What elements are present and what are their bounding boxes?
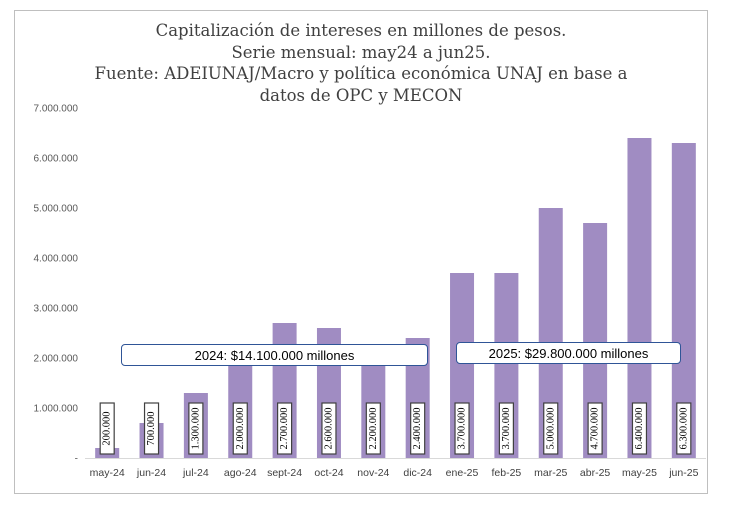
y-tick-label: 6.000.000	[34, 154, 79, 165]
title-line-2: Serie mensual: may24 a jun25.	[231, 42, 491, 62]
y-tick-label: 2.000.000	[34, 354, 79, 365]
data-label-box	[277, 402, 293, 455]
y-tick-label: 4.000.000	[34, 254, 79, 265]
data-label: 2.400.000	[412, 408, 423, 450]
data-label: 2.200.000	[368, 408, 379, 450]
data-label-box	[188, 402, 204, 455]
callout-2024-total: 2024: $14.100.000 millones	[121, 344, 428, 366]
y-tick-label: 5.000.000	[34, 204, 79, 215]
data-label: 2.600.000	[323, 408, 334, 450]
x-tick-label: abr-25	[580, 467, 611, 479]
callout-2025-total: 2025: $29.800.000 millones	[456, 342, 681, 364]
title-line-3: Fuente: ADEIUNAJ/Macro y política económ…	[94, 64, 628, 83]
data-label-box	[587, 402, 603, 455]
x-tick-label: ene-25	[446, 467, 479, 479]
data-label-box	[410, 402, 426, 455]
data-label-box	[143, 402, 160, 455]
y-tick-label: 1.000.000	[34, 404, 79, 415]
data-label-box	[321, 402, 337, 455]
data-label: 3.700.000	[501, 408, 512, 450]
data-label: 2.000.000	[235, 408, 246, 450]
data-label-box	[454, 402, 470, 455]
data-label-box	[232, 402, 248, 455]
title-line-4: datos de OPC y MECON	[259, 85, 463, 105]
x-tick-label: may-25	[622, 467, 657, 479]
x-tick-label: dic-24	[403, 467, 432, 479]
title-line-1: Capitalización de intereses en millones …	[155, 21, 567, 40]
data-label-box	[99, 402, 115, 455]
y-tick-label: -	[75, 454, 78, 465]
x-tick-label: may-24	[90, 467, 125, 479]
x-tick-label: mar-25	[534, 467, 567, 479]
data-label-box	[676, 402, 692, 455]
x-tick-label: oct-24	[314, 467, 343, 479]
y-tick-label: 3.000.000	[34, 304, 79, 315]
data-label: 5.000.000	[545, 408, 556, 450]
data-label-box	[498, 402, 514, 455]
x-tick-label: jul-24	[182, 467, 209, 479]
data-label-box	[631, 402, 648, 455]
data-label: 3.700.000	[457, 408, 468, 450]
y-tick-label: 7.000.000	[34, 104, 79, 115]
x-tick-label: jun-24	[136, 467, 166, 479]
x-tick-label: jun-25	[668, 467, 698, 479]
data-label-box	[365, 402, 381, 455]
x-tick-label: sept-24	[267, 467, 302, 479]
x-tick-label: nov-24	[357, 467, 389, 479]
data-label: 2.700.000	[279, 408, 290, 450]
x-tick-label: ago-24	[224, 467, 257, 479]
data-label: 6.300.000	[678, 408, 689, 450]
x-tick-label: feb-25	[492, 467, 522, 479]
data-label-box	[543, 402, 559, 455]
data-label: 700.000	[146, 411, 157, 445]
data-label: 200.000	[102, 411, 113, 445]
data-label: 6.400.000	[634, 408, 645, 450]
chart-title: Capitalización de intereses en millones …	[14, 20, 708, 106]
data-label: 4.700.000	[590, 408, 601, 450]
data-label: 1.300.000	[190, 408, 201, 450]
